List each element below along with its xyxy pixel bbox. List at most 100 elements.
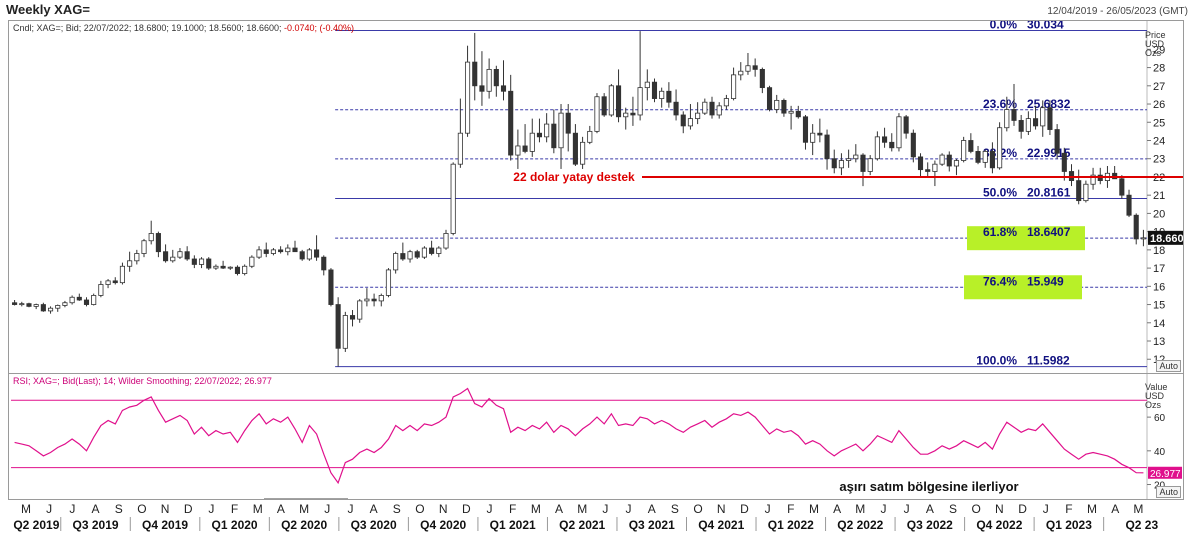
month-label: A [277,502,285,516]
candle-body [544,123,550,138]
candle-body [781,99,787,114]
candle [285,244,291,256]
candle [810,124,816,156]
candle-body [177,251,183,258]
quarter-label: Q1 2020 [212,518,258,532]
candle [206,257,212,270]
candle-body [220,265,226,269]
fib-pct-label: 61.8% [983,225,1017,239]
price-axis-title: Price USD Ozs [1145,31,1183,58]
candle-body [702,101,708,114]
month-label: J [487,502,493,516]
candle-body [119,265,126,284]
candle [860,153,866,187]
candle [163,244,169,263]
candle-body [493,68,499,87]
candle [731,67,737,101]
candle-body [529,132,535,152]
candle-body [184,251,190,260]
candle-body [234,266,241,274]
month-label: M [531,502,541,516]
candle-body [306,249,312,260]
rsi-axis-title-line: USD [1145,391,1165,401]
candle-body [882,136,888,143]
support-label-bg [506,168,642,185]
candle [263,242,269,258]
candle-body [565,112,571,134]
month-label: J [1043,502,1049,516]
quarter-label: Q2 2019 [13,518,59,532]
candle-body [738,70,744,76]
candle [910,129,916,163]
candle-body [925,169,931,172]
candle-body [429,247,435,254]
price-panel[interactable]: 1213141516171819202122232425262728290.0%… [8,20,1184,374]
candle [709,96,715,119]
candle-body [148,233,154,242]
month-label: D [740,502,749,516]
candle-body [968,140,974,152]
month-label: F [509,502,516,516]
candle-body [508,90,514,156]
price-auto-button[interactable]: Auto [1156,360,1181,372]
candle-body [335,304,341,349]
candle-body [33,304,39,307]
candle-body [26,303,32,307]
candle-body [802,116,809,143]
candle [687,104,693,130]
candle [680,111,686,134]
fib-pct-label: 50.0% [983,186,1017,200]
candle-body [515,145,521,156]
candle-body [673,101,679,116]
month-label: D [1018,502,1027,516]
candle [1076,169,1082,205]
rsi-auto-button[interactable]: Auto [1156,486,1181,498]
candle [659,87,665,108]
quarter-label: Q2 2020 [281,518,327,532]
month-label: M [1087,502,1097,516]
candle-body [687,118,693,127]
candle-body [961,140,967,161]
candle [1083,180,1089,203]
candle-body [227,266,233,269]
month-label: J [880,502,886,516]
candle-body [1126,194,1132,216]
candle-body [1140,237,1146,240]
candle [220,260,226,270]
candle-body [292,247,298,253]
price-chart-svg: 1213141516171819202122232425262728290.0%… [12,21,1183,373]
support-label: 22 dolar yatay destek [513,170,635,184]
candle-body [795,110,801,118]
candle [479,51,485,106]
price-tick-label: 13 [1153,336,1165,348]
candle-body [630,112,636,116]
candle-body [946,154,952,167]
candle [249,255,255,269]
candle [19,301,25,307]
price-tick-label: 24 [1153,135,1165,147]
candle-body [1025,118,1031,132]
price-info-values: Cndl; XAG=; Bid; 22/07/2022; 18.6800; 19… [13,23,282,33]
candle [227,266,233,270]
candle-body [141,240,147,254]
candle-body [615,85,622,118]
candle-body [766,87,773,110]
quarter-label: Q3 2020 [351,518,397,532]
month-label: M [577,502,587,516]
candle-body [47,307,54,312]
quarter-label: Q3 2021 [629,518,675,532]
month-label: J [208,502,214,516]
quarter-label: Q4 2019 [142,518,188,532]
month-label: O [137,502,146,516]
candle [508,74,514,161]
candle [565,104,571,152]
candle-body [91,295,97,305]
candle-body [824,134,830,160]
month-label: N [161,502,170,516]
price-tick-label: 21 [1153,190,1165,202]
quarter-label: Q3 2019 [73,518,119,532]
quarter-label: Q2 2021 [559,518,605,532]
candle [795,105,801,119]
